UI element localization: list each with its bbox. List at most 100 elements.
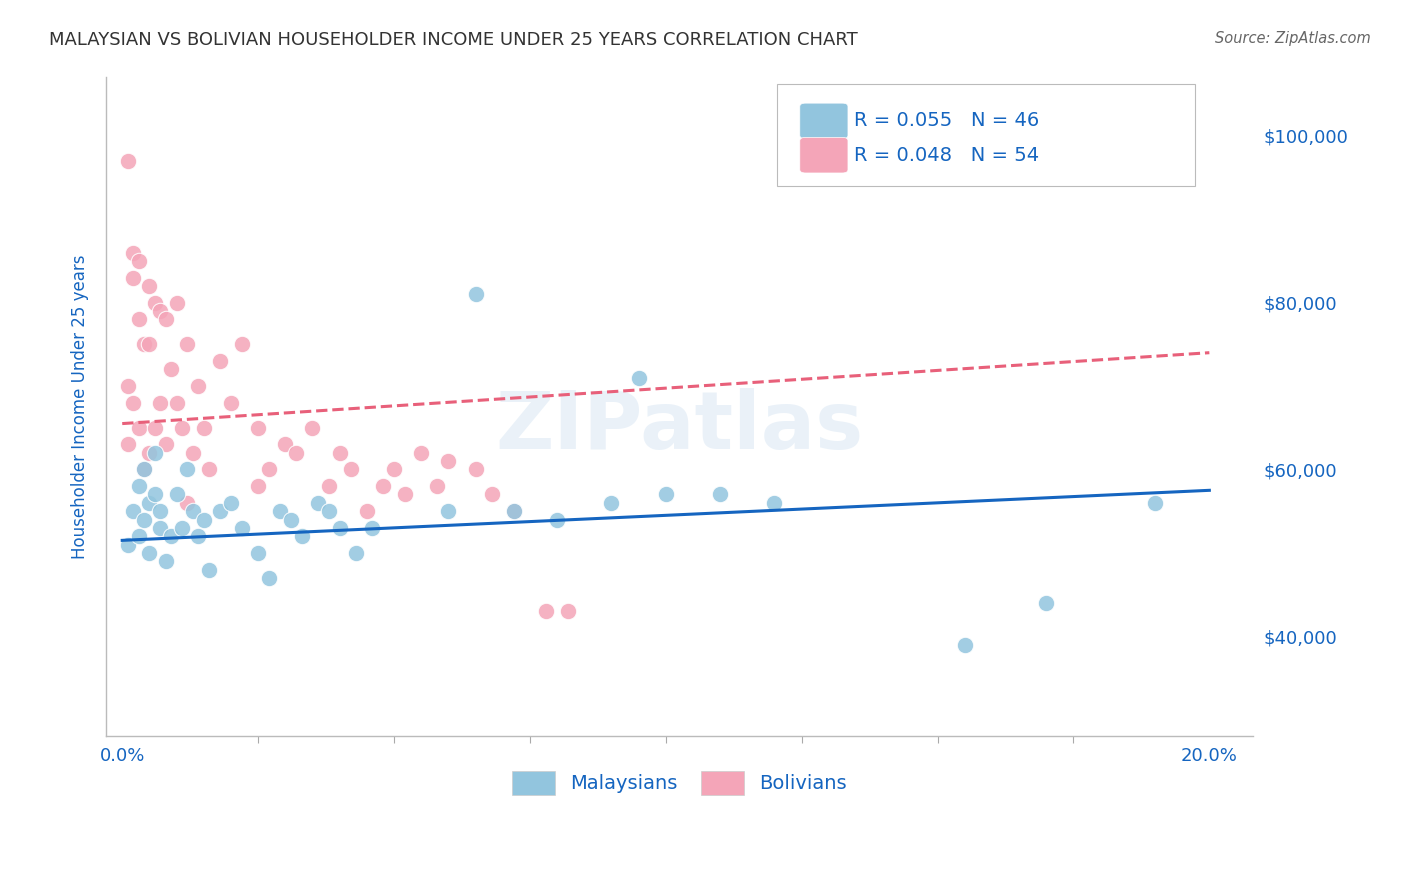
Point [128,529,150,543]
Point [285,446,308,460]
Point [149,521,172,535]
Point [219,496,242,510]
Text: R = 0.048   N = 54: R = 0.048 N = 54 [853,145,1039,165]
Point [160,529,183,543]
Point [138,337,160,351]
Point [600,496,623,510]
Point [502,504,524,518]
Point [149,504,172,518]
Point [132,512,155,526]
Point [122,504,145,518]
Point [128,479,150,493]
Text: R = 0.055   N = 46: R = 0.055 N = 46 [853,112,1039,130]
Point [166,487,188,501]
Point [627,370,650,384]
Point [247,421,270,435]
Text: MALAYSIAN VS BOLIVIAN HOUSEHOLDER INCOME UNDER 25 YEARS CORRELATION CHART: MALAYSIAN VS BOLIVIAN HOUSEHOLDER INCOME… [49,31,858,49]
Point [193,512,215,526]
Point [953,638,976,652]
Point [344,546,367,560]
Point [655,487,678,501]
Point [138,279,160,293]
Point [209,504,232,518]
Point [1143,496,1166,510]
Point [247,479,270,493]
Point [709,487,731,501]
Point [155,437,177,451]
Point [117,537,139,551]
Point [149,395,172,409]
Point [361,521,384,535]
Point [122,395,145,409]
Point [117,153,139,168]
Point [128,312,150,326]
Point [301,421,323,435]
Point [257,462,280,476]
Point [181,504,204,518]
Point [143,487,166,501]
Point [138,496,160,510]
Point [166,295,188,310]
Point [117,437,139,451]
FancyBboxPatch shape [800,137,848,173]
Point [291,529,314,543]
Point [534,604,557,618]
Point [219,395,242,409]
Point [149,304,172,318]
Point [411,446,433,460]
Point [122,245,145,260]
Y-axis label: Householder Income Under 25 years: Householder Income Under 25 years [72,254,89,559]
Text: Source: ZipAtlas.com: Source: ZipAtlas.com [1215,31,1371,46]
Point [176,462,198,476]
Point [394,487,416,501]
Point [143,421,166,435]
Point [247,546,270,560]
Point [170,521,193,535]
Point [117,379,139,393]
Point [166,395,188,409]
Point [143,295,166,310]
Point [1035,596,1057,610]
Point [437,504,460,518]
Point [132,462,155,476]
Point [122,270,145,285]
Point [339,462,361,476]
Point [128,421,150,435]
Point [128,254,150,268]
Point [231,521,253,535]
Point [155,554,177,568]
Point [160,362,183,376]
Point [138,446,160,460]
Point [209,354,232,368]
Point [181,446,204,460]
Point [481,487,503,501]
Point [318,479,340,493]
Point [176,496,198,510]
Point [318,504,340,518]
Point [132,462,155,476]
Point [464,287,486,301]
Point [198,563,221,577]
Point [437,454,460,468]
FancyBboxPatch shape [778,84,1195,186]
Point [502,504,524,518]
Point [187,379,209,393]
Point [269,504,291,518]
Point [274,437,297,451]
Point [187,529,209,543]
Point [170,421,193,435]
Point [257,571,280,585]
Point [371,479,394,493]
Point [329,521,352,535]
Point [356,504,378,518]
Point [193,421,215,435]
Point [176,337,198,351]
Point [143,446,166,460]
Point [763,496,786,510]
FancyBboxPatch shape [800,103,848,139]
Point [307,496,329,510]
Point [198,462,221,476]
Point [280,512,302,526]
Point [557,604,579,618]
Point [546,512,568,526]
